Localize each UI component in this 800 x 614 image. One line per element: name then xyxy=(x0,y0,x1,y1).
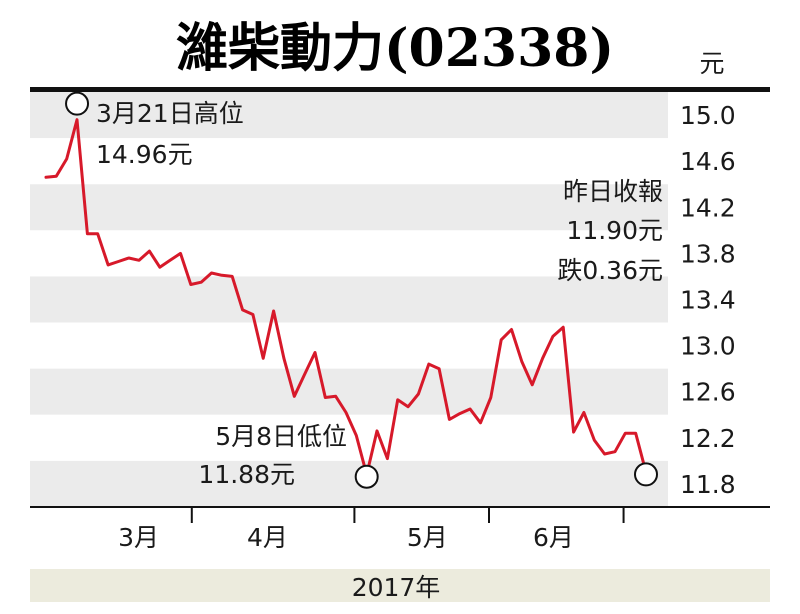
close-annotation-line2: 11.90元 xyxy=(566,216,663,245)
plot-band xyxy=(30,230,668,277)
high-annotation-line2: 14.96元 xyxy=(96,140,193,169)
month-dividers xyxy=(190,507,625,523)
y-tick-label: 13.0 xyxy=(680,332,736,361)
plot-band xyxy=(30,184,668,231)
y-tick-label: 12.6 xyxy=(680,378,736,407)
y-tick-label: 15.0 xyxy=(680,101,736,130)
y-tick-label: 13.8 xyxy=(680,239,736,268)
month-label: 4月 xyxy=(247,523,288,552)
high-annotation-line1: 3月21日高位 xyxy=(96,99,244,128)
price-line xyxy=(44,118,648,477)
plot-band xyxy=(30,276,668,323)
close-annotation-line1: 昨日收報 xyxy=(563,177,663,206)
chart-title: 濰柴動力(02338) xyxy=(176,18,614,79)
plot-band xyxy=(30,460,668,507)
y-tick-label: 14.2 xyxy=(680,193,736,222)
close-annotation-line3: 跌0.36元 xyxy=(557,256,663,285)
close-marker xyxy=(634,462,658,487)
month-label: 3月 xyxy=(118,523,159,552)
unit-label: 元 xyxy=(699,49,724,78)
plot-band xyxy=(30,322,668,369)
year-label: 2017年 xyxy=(352,573,441,602)
month-label: 6月 xyxy=(533,523,574,552)
y-tick-label: 14.6 xyxy=(680,147,736,176)
y-tick-label: 11.8 xyxy=(680,470,736,499)
y-tick-label: 12.2 xyxy=(680,424,736,453)
high-marker xyxy=(65,91,90,116)
plot-band xyxy=(30,138,668,185)
month-labels: 3月 4月 5月 6月 xyxy=(118,523,574,552)
plot-band xyxy=(30,92,668,139)
plot-bands xyxy=(30,92,668,507)
low-annotation-line1: 5月8日低位 xyxy=(215,422,347,451)
top-rule xyxy=(30,87,770,92)
year-band xyxy=(30,569,770,602)
y-tick-label: 13.4 xyxy=(680,286,736,315)
low-annotation-line2: 11.88元 xyxy=(198,460,295,489)
low-marker xyxy=(354,464,379,489)
month-label: 5月 xyxy=(407,523,448,552)
plot-band xyxy=(30,368,668,415)
y-axis-ticks: 15.0 14.6 14.2 13.8 13.4 13.0 12.6 12.2 11.8 xyxy=(680,101,736,499)
